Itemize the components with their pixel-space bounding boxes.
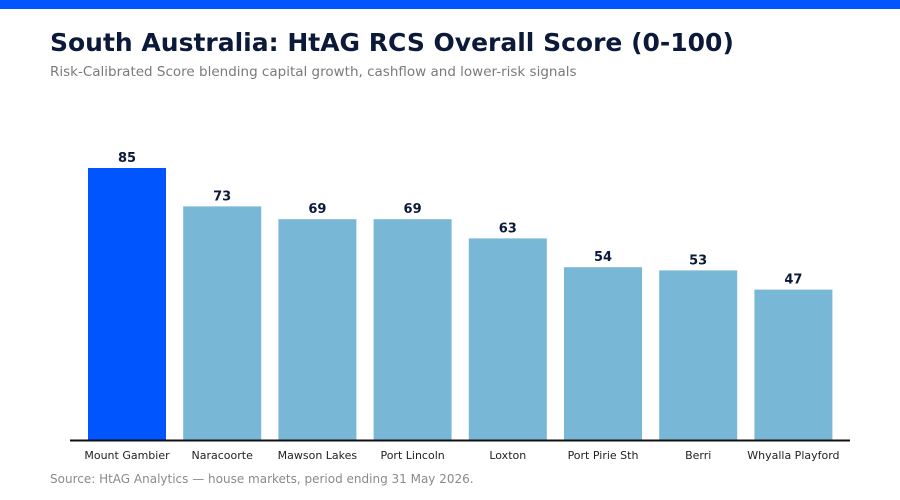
value-label: 54 xyxy=(594,250,612,265)
value-label: 53 xyxy=(689,253,707,268)
value-label: 69 xyxy=(404,202,422,217)
x-tick-label: Mawson Lakes xyxy=(278,449,358,462)
bar-port-lincoln xyxy=(373,219,452,440)
x-tick-labels: Mount Gambier Naracoorte Mawson Lakes Port … xyxy=(84,449,839,462)
x-tick-label: Loxton xyxy=(489,449,526,462)
bar-naracoorte xyxy=(183,206,262,440)
bar-mount-gambier xyxy=(88,168,166,440)
x-tick-label: Port Lincoln xyxy=(380,449,444,462)
top-accent-bar xyxy=(0,0,900,9)
value-label: 85 xyxy=(118,151,136,166)
bar-mawson-lakes xyxy=(278,219,357,440)
value-label: 47 xyxy=(784,273,802,288)
source-note: Source: HtAG Analytics — house markets, … xyxy=(50,472,474,486)
x-tick-label: Mount Gambier xyxy=(84,449,170,462)
x-tick-label: Port Pirie Sth xyxy=(568,449,639,462)
value-label: 63 xyxy=(499,221,517,236)
value-label: 73 xyxy=(213,189,231,204)
bar-series xyxy=(88,168,833,440)
bar-loxton xyxy=(468,238,547,440)
chart-subtitle: Risk-Calibrated Score blending capital g… xyxy=(50,64,577,80)
x-tick-label: Berri xyxy=(685,449,711,462)
value-labels: 85 73 69 69 63 54 53 47 xyxy=(118,151,802,288)
bar-berri xyxy=(659,270,738,440)
x-tick-label: Whyalla Playford xyxy=(747,449,839,462)
chart-title: South Australia: HtAG RCS Overall Score … xyxy=(50,28,734,57)
bar-whyalla-playford xyxy=(754,289,833,440)
value-label: 69 xyxy=(308,202,326,217)
bar-port-pirie-sth xyxy=(564,267,642,440)
x-tick-label: Naracoorte xyxy=(192,449,254,462)
